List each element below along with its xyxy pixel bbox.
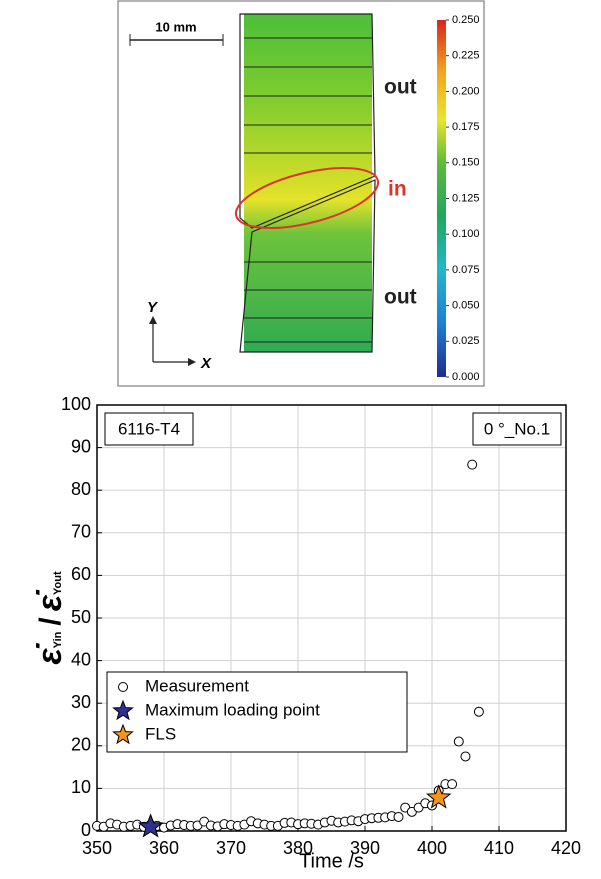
legend-marker (119, 683, 128, 692)
colorbar-tick-label: 0.050 (452, 300, 480, 312)
y-axis-title-part: / (34, 617, 67, 626)
colorbar-tick-label: 0.200 (452, 85, 480, 97)
colorbar-tick-label: 0.075 (452, 264, 480, 276)
y-tick-label: 0 (81, 820, 91, 840)
region-label: out (384, 76, 417, 99)
scale-bar-label: 10 mm (155, 19, 196, 34)
colorbar-tick-label: 0.250 (452, 14, 480, 26)
legend-label: Measurement (145, 676, 249, 695)
y-tick-label: 90 (71, 436, 91, 456)
star-marker (139, 815, 162, 837)
y-tick-label: 20 (71, 735, 91, 755)
colorbar (437, 20, 446, 377)
page: 10 mm out in out Y X 0.250 0.225 0.200 0.17… (0, 0, 601, 879)
y-tick-label: 50 (71, 607, 91, 627)
x-axis-title: Time /s (299, 850, 364, 872)
x-tick-label: 360 (149, 838, 179, 858)
y-tick-label: 30 (71, 692, 91, 712)
y-axis-title-part: Yout (52, 571, 64, 595)
x-tick-label: 350 (82, 838, 112, 858)
point (461, 752, 470, 761)
y-tick-label: 70 (71, 522, 91, 542)
y-tick-label: 40 (71, 649, 91, 669)
y-tick-label: 80 (71, 479, 91, 499)
axis-label: X (200, 355, 212, 372)
point (394, 812, 403, 821)
x-tick-label: 420 (551, 838, 581, 858)
point (474, 707, 483, 716)
y-axis-title: ε̇Yin/ε̇Yout (31, 571, 69, 665)
point (454, 737, 463, 746)
y-tick-label: 100 (61, 394, 91, 414)
point (468, 460, 477, 469)
x-tick-label: 370 (216, 838, 246, 858)
colorbar-tick-label: 0.225 (452, 50, 480, 62)
specimen (244, 14, 372, 352)
x-tick-label: 400 (417, 838, 447, 858)
colorbar-tick-label: 0.125 (452, 192, 480, 204)
point (448, 780, 457, 789)
y-axis-title-part: Yin (52, 631, 64, 648)
legend-label: FLS (145, 724, 176, 743)
colorbar-tick-label: 0.100 (452, 228, 480, 240)
y-tick-label: 10 (71, 777, 91, 797)
region-label: in (388, 178, 407, 201)
strain-map: 10 mm out in out Y X (118, 1, 484, 386)
annotation: 6116-T4 (118, 419, 180, 438)
figure: 10 mm out in out Y X 0.250 0.225 0.200 0.17… (0, 0, 601, 874)
region-label: out (384, 286, 417, 309)
x-tick-label: 410 (484, 838, 514, 858)
legend-label: Maximum loading point (145, 700, 320, 719)
y-tick-label: 60 (71, 564, 91, 584)
colorbar-tick-label: 0.150 (452, 157, 480, 169)
colorbar-tick-label: 0.025 (452, 335, 480, 347)
colorbar-tick-label: 0.175 (452, 121, 480, 133)
colorbar-tick-label: 0.000 (452, 371, 480, 383)
annotation: 0 °_No.1 (484, 419, 550, 438)
